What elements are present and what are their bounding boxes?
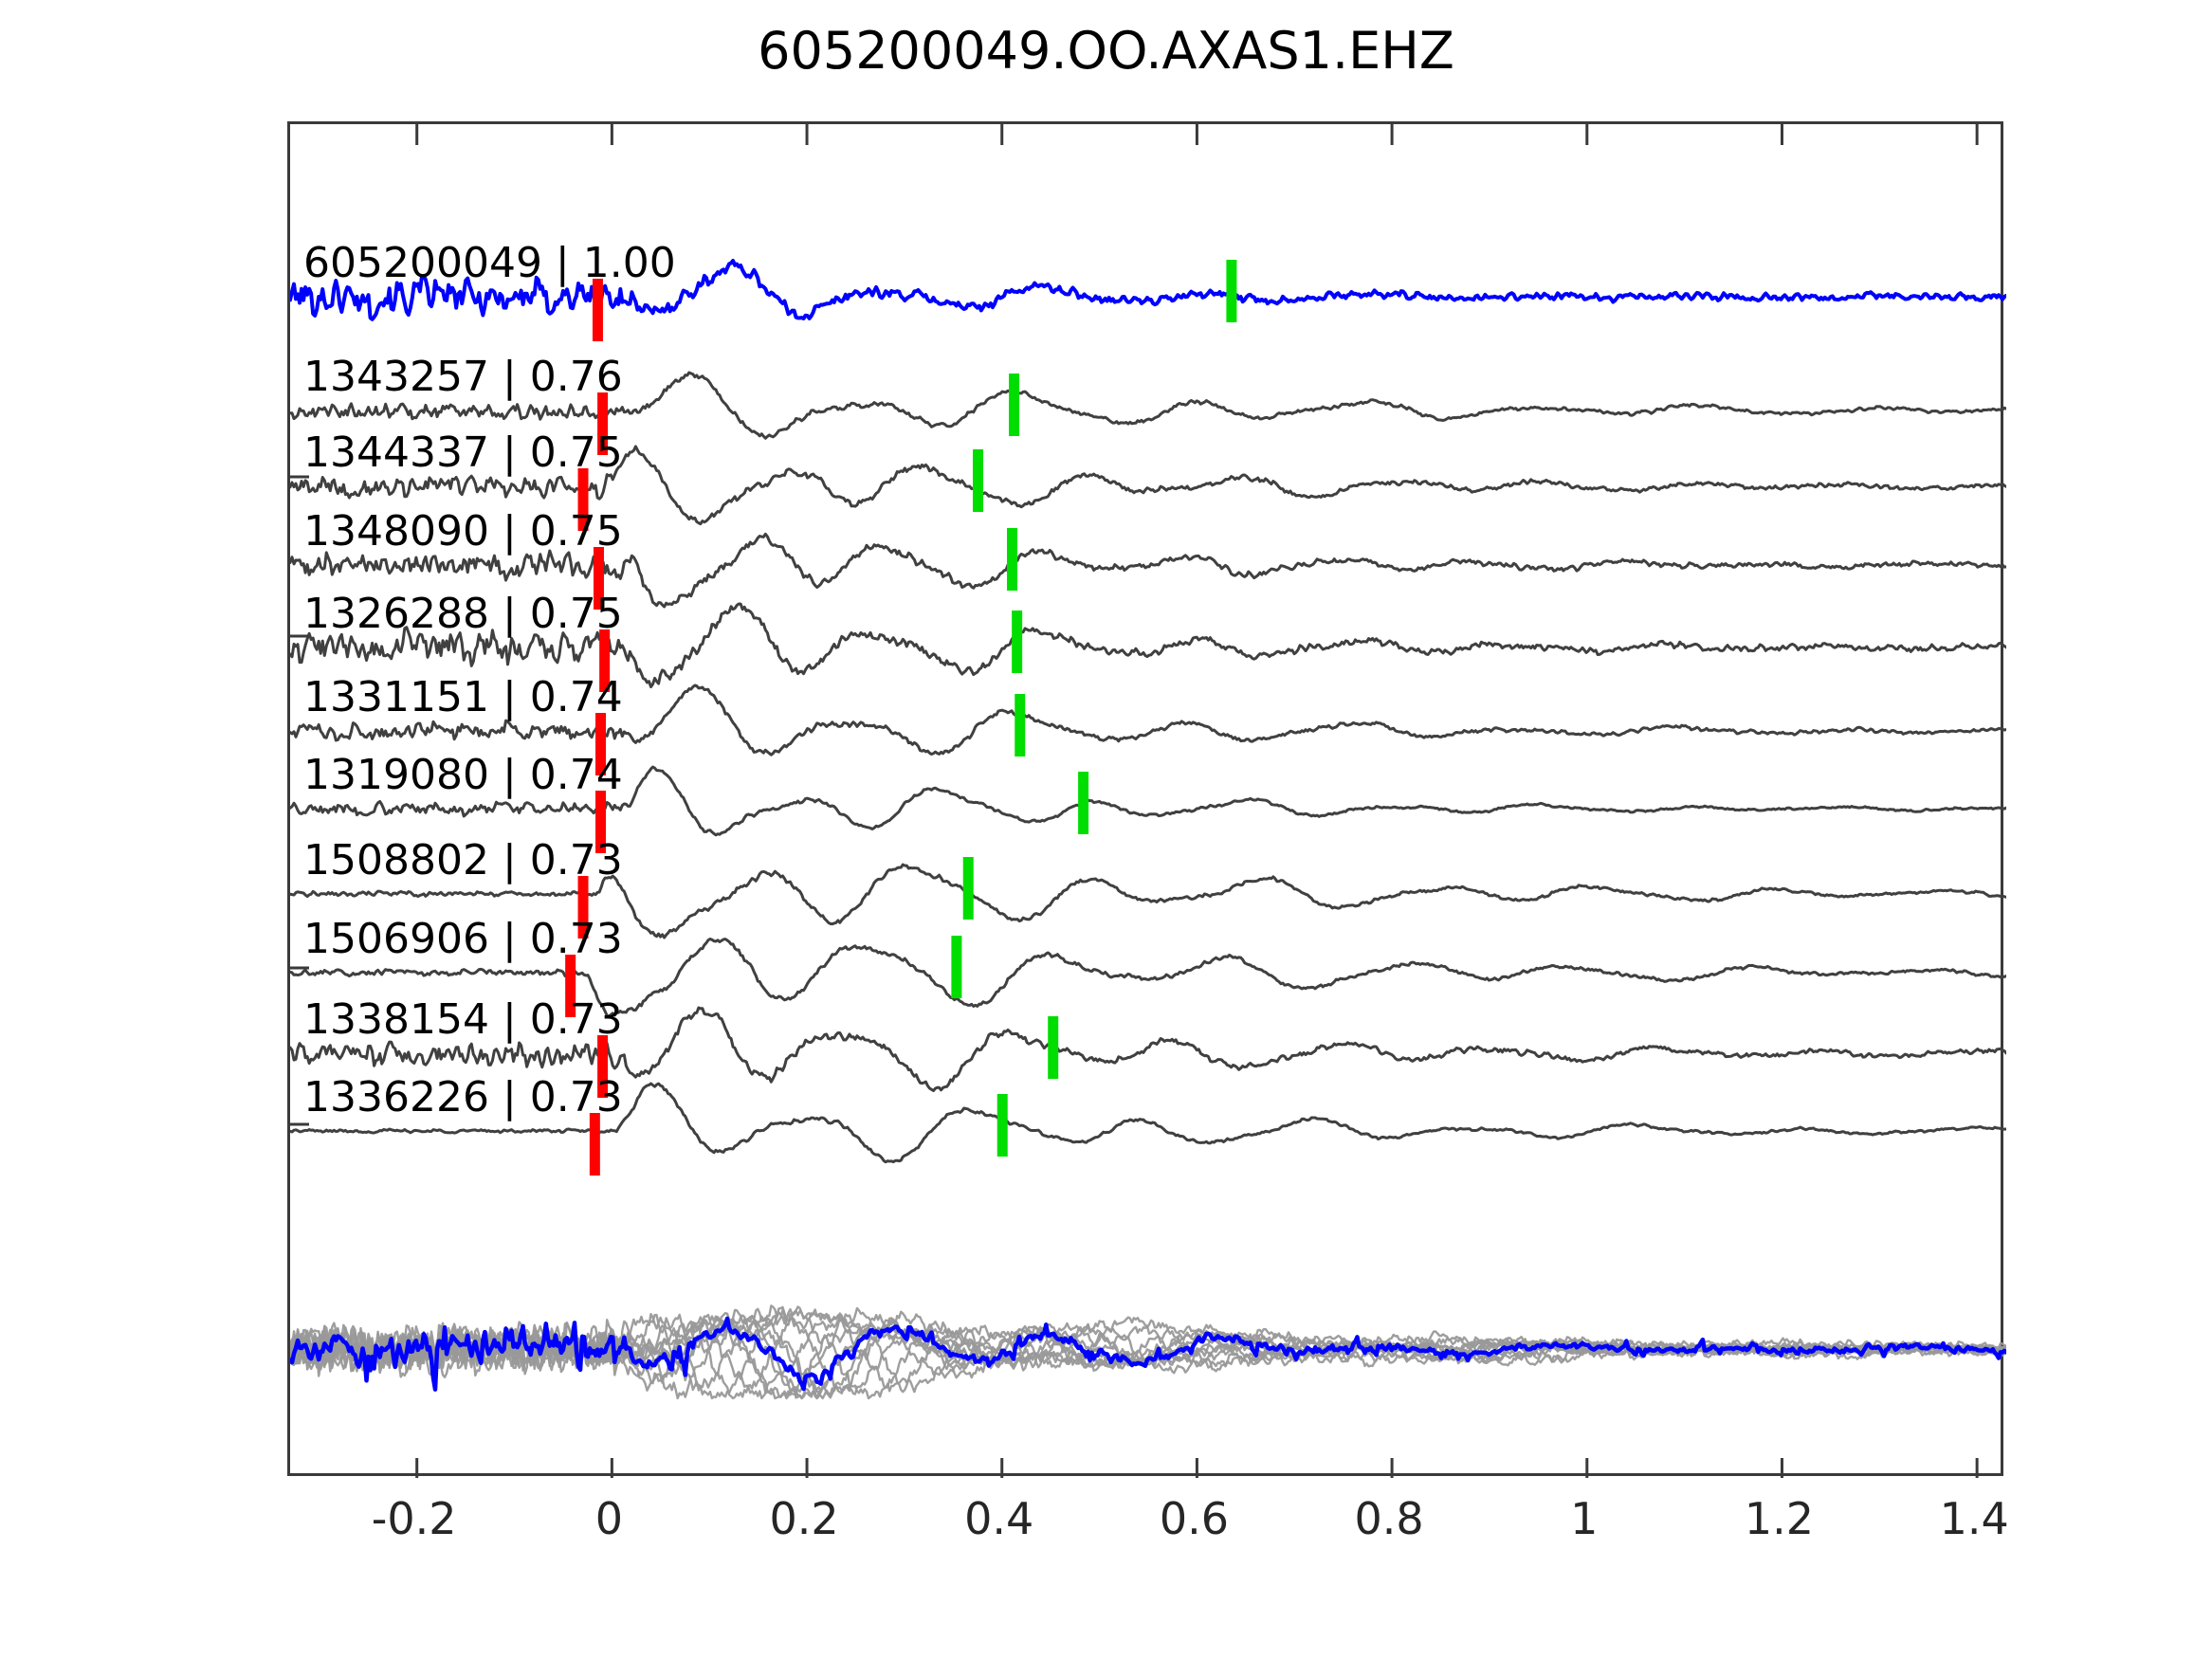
plot-axes: 605200049 | 1.00 1343257 | 0.76 1344337 | …: [287, 121, 2006, 1478]
s-pick-marker: [962, 857, 974, 920]
p-pick-marker: [589, 1113, 600, 1176]
x-axis-tick-label: 0.6: [1159, 1493, 1229, 1544]
p-pick-marker: [565, 955, 576, 1017]
p-pick-marker: [593, 547, 604, 610]
waveform-canvas: [290, 124, 2006, 1478]
waveform-path: [290, 1006, 2006, 1092]
p-pick-marker: [599, 629, 611, 692]
s-pick-marker: [973, 449, 984, 512]
x-axis-tick-label: 0.4: [964, 1493, 1034, 1544]
waveform-path: [290, 1082, 2006, 1164]
waveform-path: [290, 602, 2006, 689]
waveform-path: [290, 1316, 2006, 1392]
waveform-path: [290, 532, 2006, 609]
waveform-path: [290, 765, 2006, 837]
x-axis-tick-label: 0.2: [769, 1493, 839, 1544]
x-axis-tick-labels: -0.2 0 0.2 0.4 0.6 0.8 1 1.2 1.4: [287, 1493, 2009, 1559]
p-pick-marker: [577, 468, 589, 531]
x-axis-tick-label: 1.4: [1939, 1493, 2009, 1544]
x-axis-tick-label: 0.8: [1354, 1493, 1424, 1544]
p-pick-marker: [597, 392, 609, 455]
p-pick-marker: [595, 713, 607, 775]
s-pick-marker: [1012, 611, 1023, 673]
p-pick-marker: [592, 279, 603, 341]
s-pick-marker: [1007, 528, 1018, 591]
x-axis-tick-label: 1: [1570, 1493, 1599, 1544]
s-pick-marker: [996, 1094, 1008, 1157]
p-pick-marker: [577, 876, 589, 939]
p-pick-marker: [597, 1035, 609, 1098]
s-pick-marker: [1015, 694, 1026, 757]
waveform-path: [290, 937, 2006, 1018]
s-pick-marker: [1009, 374, 1020, 436]
p-pick-marker: [595, 791, 607, 853]
s-pick-marker: [1048, 1016, 1059, 1079]
waveform-path: [290, 863, 2006, 939]
page-title: 605200049.OO.AXAS1.EHZ: [758, 21, 1454, 81]
waveform-path: [290, 259, 2006, 321]
s-pick-marker: [1226, 260, 1237, 322]
x-axis-tick-label: -0.2: [371, 1493, 457, 1544]
s-pick-marker: [1078, 772, 1089, 834]
x-axis-tick-label: 0: [594, 1493, 624, 1544]
waveform-path: [290, 684, 2006, 757]
waveform-path: [290, 371, 2006, 440]
waveform-path: [290, 445, 2006, 526]
s-pick-marker: [951, 936, 962, 998]
x-axis-tick-label: 1.2: [1744, 1493, 1815, 1544]
